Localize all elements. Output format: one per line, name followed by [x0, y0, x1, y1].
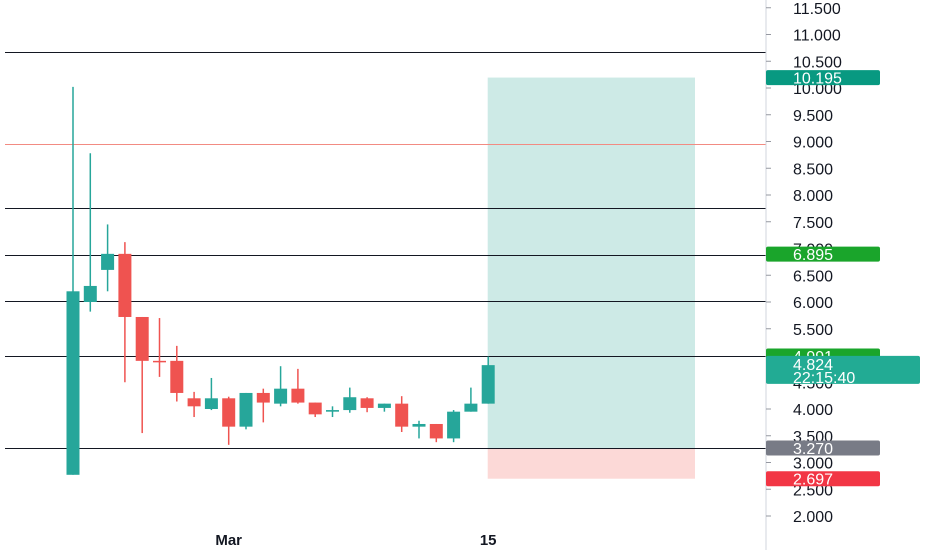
candle-body	[464, 403, 478, 412]
price-tick-label: 8.500	[793, 161, 833, 178]
candle[interactable]	[239, 392, 253, 430]
candle[interactable]	[153, 318, 166, 377]
candle-body	[83, 285, 97, 302]
price-tag[interactable]: 3.270	[766, 440, 880, 459]
time-axis: Mar 15	[215, 532, 496, 549]
price-tick-label: 11.000	[793, 28, 841, 45]
price-tick-label: 4.000	[793, 402, 833, 419]
price-tick-label: 10.000	[793, 81, 842, 98]
price-tick-label: 5.500	[793, 322, 833, 339]
candle-body	[291, 388, 305, 403]
price-tag-box	[766, 70, 880, 86]
candle[interactable]	[377, 403, 391, 412]
candle-body	[447, 411, 461, 439]
price-tag-box	[766, 471, 880, 487]
candle-body	[377, 403, 391, 408]
price-tick-label: 6.500	[793, 268, 833, 285]
candle[interactable]	[447, 410, 461, 443]
price-tag-label: 6.895	[793, 247, 833, 264]
candle[interactable]	[187, 391, 201, 418]
candle-body	[256, 392, 270, 403]
candle[interactable]	[101, 224, 115, 292]
candle-body	[135, 316, 149, 361]
price-tag-box	[766, 440, 880, 456]
candle-body	[170, 360, 184, 393]
price-tick-label: 8.000	[793, 188, 833, 205]
candle[interactable]	[66, 86, 80, 475]
candle[interactable]	[326, 406, 339, 418]
candle-body	[360, 398, 374, 408]
price-tag-box	[766, 355, 920, 384]
candle-body	[308, 402, 322, 415]
horizontal-lines	[5, 52, 766, 449]
candle-body	[204, 398, 218, 409]
price-tick-label: 3.000	[793, 456, 833, 473]
candle[interactable]	[274, 366, 288, 407]
position-zones	[487, 77, 695, 479]
candle[interactable]	[204, 377, 218, 411]
candle-body	[239, 392, 253, 427]
candles	[66, 86, 495, 475]
candle[interactable]	[222, 396, 236, 445]
price-tag[interactable]: 6.895	[766, 246, 880, 265]
price-tag-label: 10.195	[793, 71, 842, 88]
candle-body	[118, 253, 132, 317]
candle-body	[66, 291, 80, 475]
candle-body	[326, 410, 339, 412]
loss-zone[interactable]	[487, 448, 695, 479]
candle[interactable]	[256, 388, 270, 423]
price-tag-label: 4.824	[793, 357, 833, 374]
candle-body	[343, 397, 357, 411]
candle-body	[429, 423, 443, 439]
price-tag[interactable]: 10.195	[766, 70, 880, 88]
candle[interactable]	[464, 387, 478, 412]
candle[interactable]	[135, 316, 149, 434]
time-tick-label: Mar	[215, 532, 242, 549]
price-tick-label: 9.500	[793, 108, 833, 125]
price-tick-label: 6.000	[793, 295, 833, 312]
candle[interactable]	[343, 387, 357, 413]
candle[interactable]	[429, 423, 443, 443]
price-tag-box	[766, 246, 880, 262]
candle-body	[187, 398, 201, 407]
price-tick-label: 2.500	[793, 482, 833, 499]
candle-body	[395, 403, 409, 427]
candle[interactable]	[395, 396, 409, 433]
candle[interactable]	[412, 420, 426, 439]
candle-body	[274, 388, 288, 404]
profit-zone[interactable]	[487, 77, 695, 449]
candle[interactable]	[360, 397, 374, 413]
candle[interactable]	[83, 153, 97, 312]
candle[interactable]	[118, 242, 132, 383]
candle-body	[222, 398, 236, 427]
price-tick-label: 9.000	[793, 135, 833, 152]
candle[interactable]	[291, 368, 305, 404]
price-tick-label: 7.500	[793, 215, 833, 232]
candle-body	[481, 365, 495, 404]
countdown-label: 22:15:40	[793, 370, 855, 387]
candle-body	[412, 423, 426, 427]
candle-body	[153, 360, 166, 363]
price-tag[interactable]: 2.697	[766, 471, 880, 489]
price-tick-label: 10.500	[793, 54, 842, 71]
candle-body	[101, 253, 115, 270]
time-tick-label: 15	[480, 532, 497, 549]
candle[interactable]	[170, 345, 184, 402]
price-tick-label: 2.000	[793, 509, 833, 526]
candle[interactable]	[308, 402, 322, 418]
candle[interactable]	[481, 356, 495, 404]
price-tag-label: 2.697	[793, 472, 833, 489]
price-tag-label: 3.270	[793, 441, 833, 458]
price-tick-label: 11.500	[793, 1, 841, 18]
